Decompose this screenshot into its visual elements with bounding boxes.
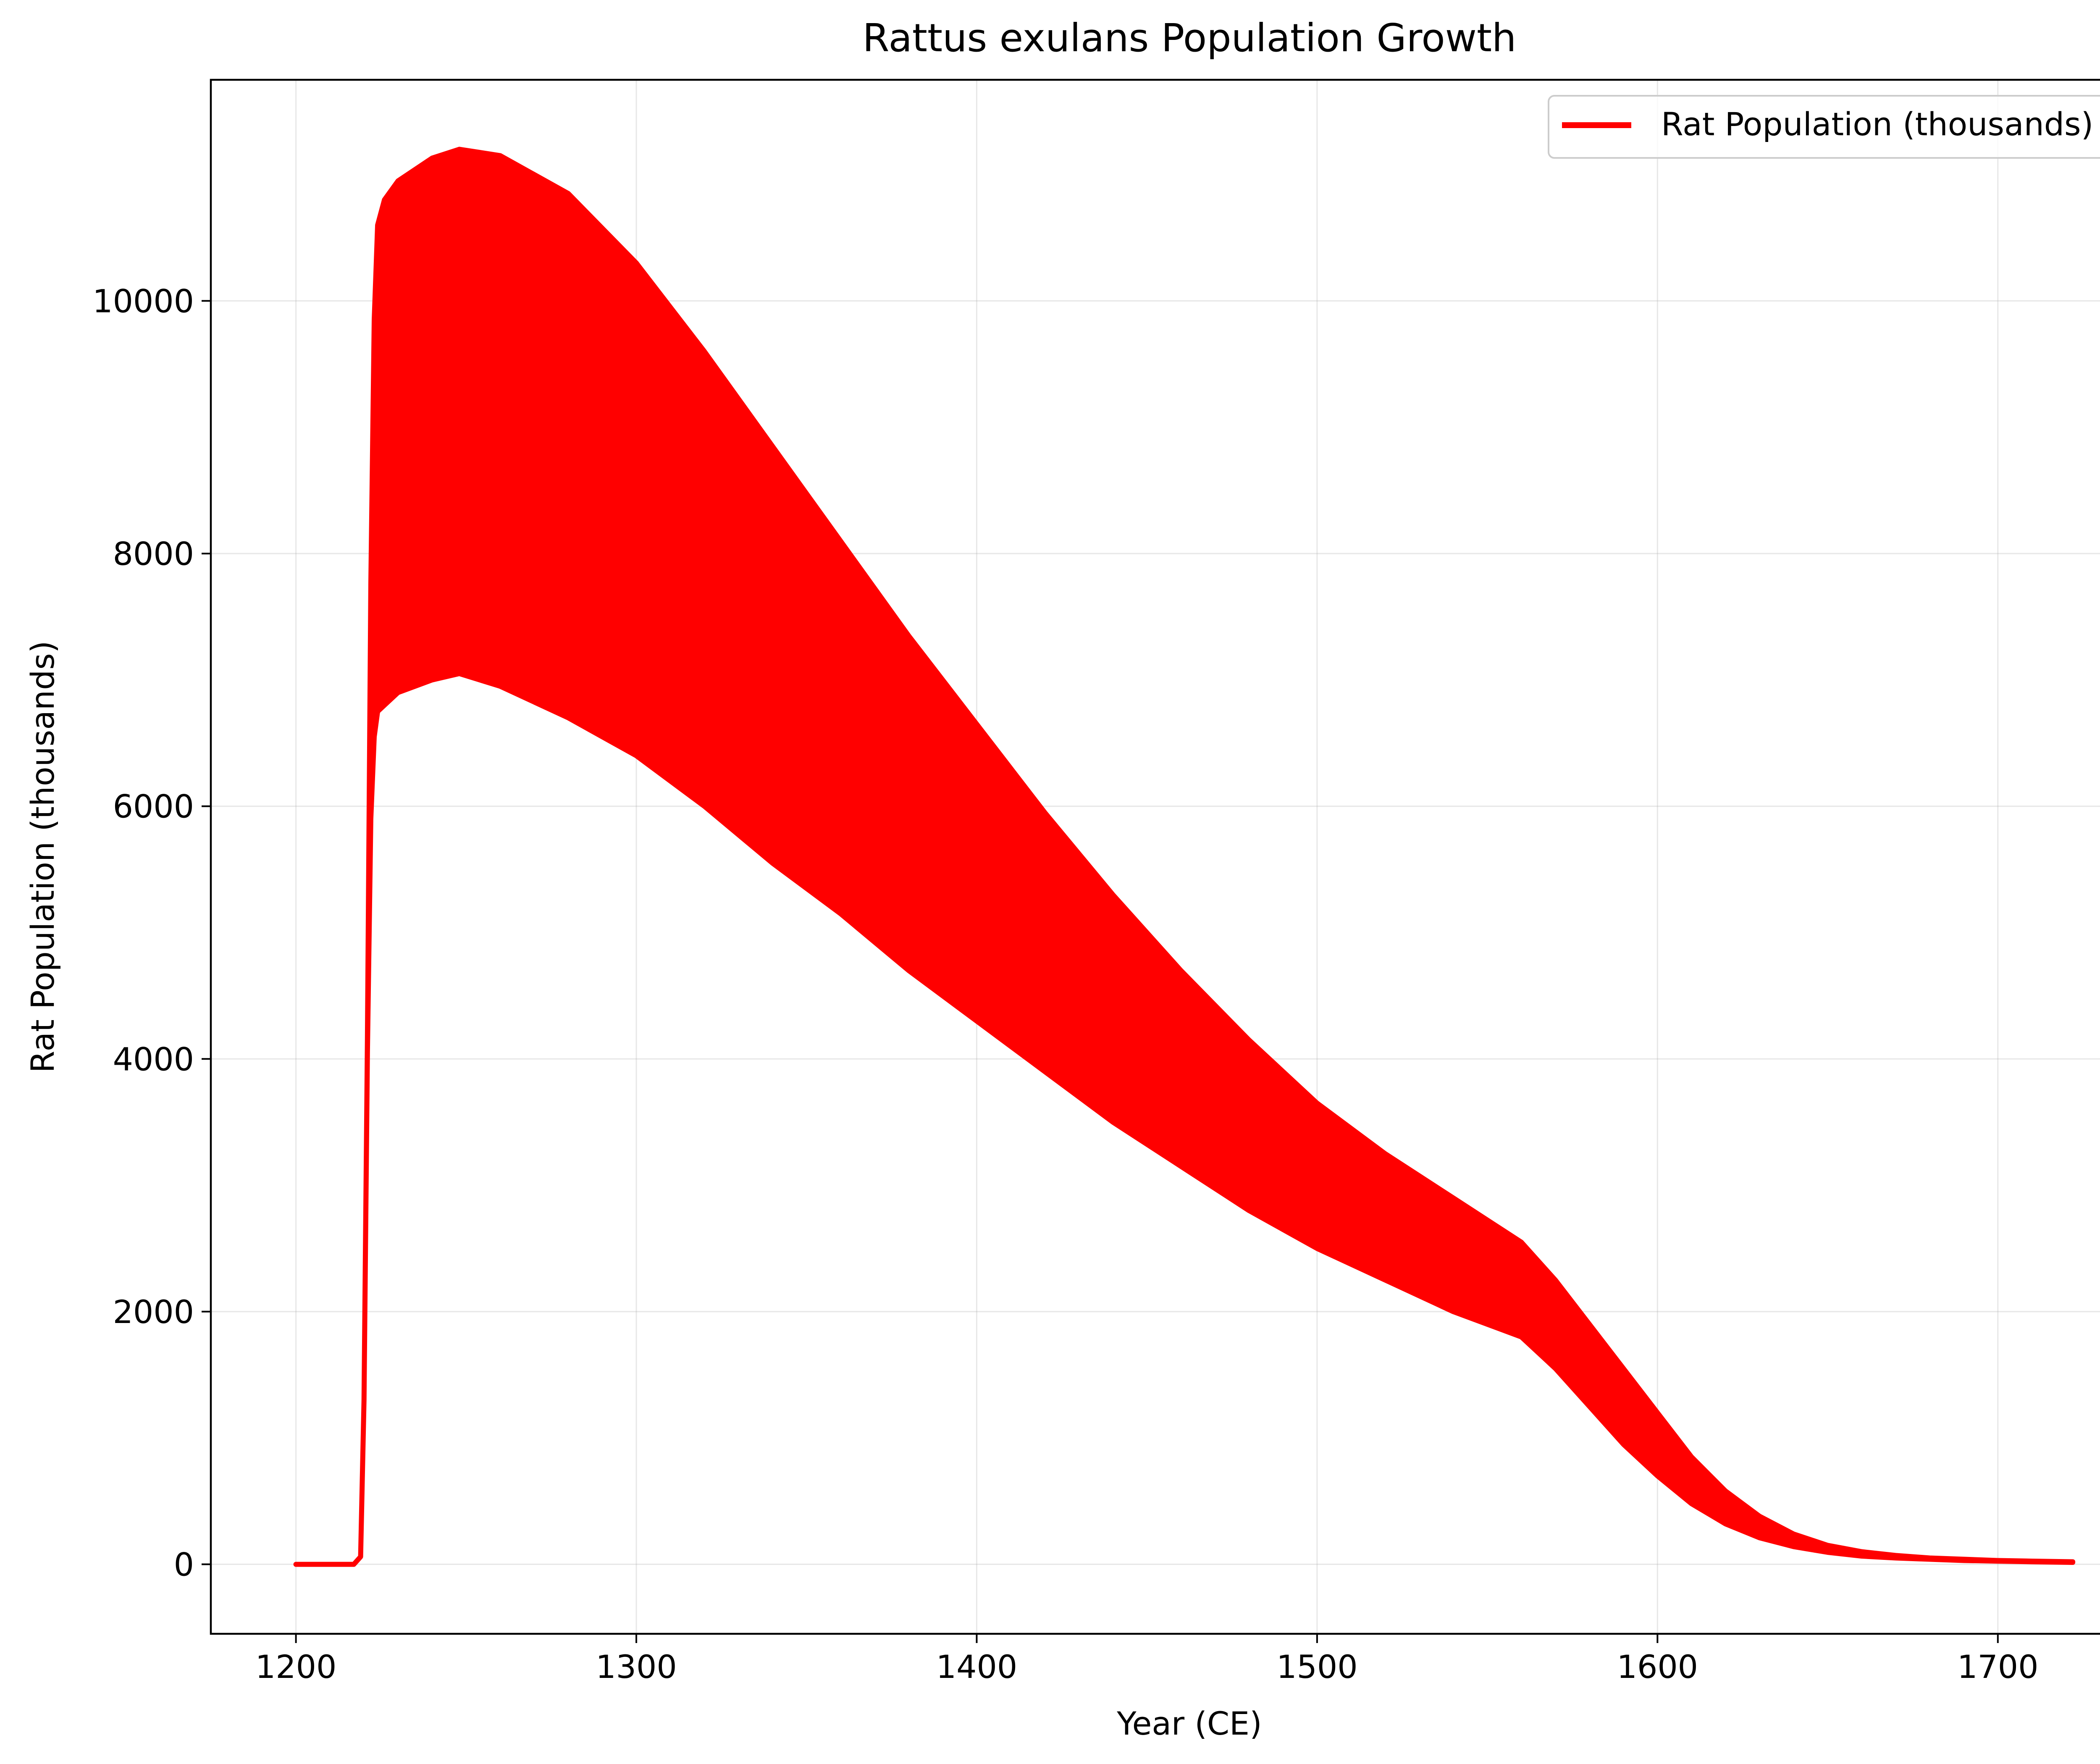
x-axis-label: Year (CE) <box>1116 1705 1262 1742</box>
y-axis-label: Rat Population (thousands) <box>24 640 61 1073</box>
series-layer <box>293 147 2076 1567</box>
x-tick-label: 1400 <box>936 1648 1017 1685</box>
legend: Rat Population (thousands) <box>1548 95 2100 159</box>
x-axis-ticks: 1200 1300 1400 1500 1600 1700 <box>255 1634 2038 1685</box>
chart-title: Rattus exulans Population Growth <box>863 16 1517 60</box>
x-tick-label: 1600 <box>1617 1648 1698 1685</box>
y-tick-label: 6000 <box>113 788 194 825</box>
legend-box <box>1548 95 2100 159</box>
y-tick-label: 8000 <box>113 535 194 572</box>
y-tick-label: 4000 <box>113 1040 194 1078</box>
plot-frame <box>210 79 2100 1635</box>
legend-entry-label: Rat Population (thousands) <box>1661 105 2093 143</box>
y-axis-ticks: 0 2000 4000 6000 8000 10000 <box>92 282 211 1583</box>
y-tick-label: 2000 <box>113 1293 194 1331</box>
y-tick-label: 10000 <box>92 282 194 320</box>
y-tick-label: 0 <box>174 1546 194 1583</box>
x-tick-label: 1300 <box>596 1648 677 1685</box>
x-tick-label: 1700 <box>1957 1648 2038 1685</box>
x-tick-label: 1500 <box>1276 1648 1357 1685</box>
x-tick-label: 1200 <box>255 1648 336 1685</box>
series-line-rat-population <box>293 147 2076 1567</box>
